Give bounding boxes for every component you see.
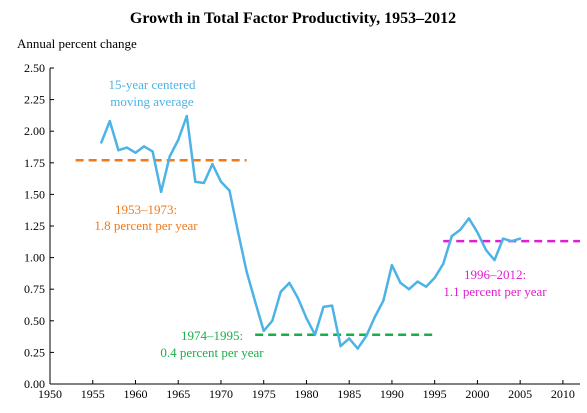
data-point: [125, 146, 129, 149]
data-point: [219, 180, 223, 183]
ref-label-1974-line2: 0.4 percent per year: [160, 345, 264, 360]
data-point: [442, 262, 445, 266]
x-tick-label: 1975: [252, 387, 276, 401]
x-tick-label: 1970: [209, 387, 233, 401]
x-tick-label: 1955: [81, 387, 105, 401]
data-point: [382, 299, 385, 302]
data-point: [339, 344, 342, 348]
ref-label-1996-line2: 1.1 percent per year: [443, 284, 547, 299]
x-tick-label: 1985: [337, 387, 361, 401]
x-tick-label: 1990: [380, 387, 404, 401]
data-point: [288, 281, 291, 285]
data-point: [407, 288, 411, 291]
y-tick-label: 1.50: [24, 187, 45, 201]
data-point: [151, 150, 154, 153]
y-tick-label: 2.50: [24, 61, 45, 75]
data-point: [493, 258, 496, 262]
data-point: [211, 162, 214, 166]
data-point: [117, 148, 120, 152]
x-tick-label: 1950: [38, 387, 62, 401]
data-point: [510, 239, 513, 243]
data-point: [313, 333, 317, 336]
x-tick-label: 1995: [423, 387, 447, 401]
reference-lines: [75, 159, 580, 336]
data-point: [185, 114, 188, 118]
data-point: [356, 347, 359, 350]
data-point: [236, 231, 240, 234]
ref-label-1953-line1: 1953–1973:: [115, 202, 177, 217]
data-point: [253, 300, 257, 304]
y-tick-label: 0.00: [24, 377, 45, 391]
x-tick-label: 2000: [465, 387, 489, 401]
y-tick-label: 0.50: [24, 314, 45, 328]
data-point: [262, 329, 265, 333]
data-point: [424, 285, 428, 288]
data-point: [330, 304, 334, 307]
data-point: [245, 270, 248, 273]
data-point: [100, 141, 103, 144]
data-point: [390, 263, 394, 267]
series-label-line1: 15-year centered: [109, 77, 196, 92]
ref-label-1974-line1: 1974–1995:: [181, 328, 243, 343]
y-tick-label: 2.25: [24, 93, 45, 107]
chart-title: Growth in Total Factor Productivity, 195…: [130, 10, 456, 27]
data-point: [202, 181, 206, 185]
data-point: [373, 315, 377, 319]
series-label-line2: moving average: [110, 94, 194, 109]
data-point: [433, 276, 436, 280]
x-tick-label: 1980: [294, 387, 318, 401]
y-tick-label: 1.00: [24, 251, 45, 265]
data-point: [271, 319, 274, 322]
y-tick-label: 1.75: [24, 156, 45, 170]
x-tick-label: 1965: [166, 387, 190, 401]
series-group: [100, 114, 522, 350]
data-point: [476, 231, 479, 234]
data-point: [450, 234, 453, 238]
x-tick-label: 2010: [551, 387, 575, 401]
y-axis-label: Annual percent change: [17, 36, 137, 51]
data-point: [108, 119, 112, 123]
data-point: [322, 305, 325, 309]
y-tick-label: 0.25: [24, 345, 45, 359]
ref-label-1953-line2: 1.8 percent per year: [94, 218, 198, 233]
series-line-0: [100, 114, 521, 350]
axes: 0.00 0.25 0.50 0.75 1.00 1.25 1.50 1.75 2.00 2.25…: [24, 61, 580, 401]
data-point: [416, 280, 419, 283]
y-tick-label: 0.75: [24, 282, 45, 296]
data-point: [518, 237, 522, 240]
data-point: [501, 237, 505, 240]
data-point: [467, 217, 471, 220]
data-point: [399, 281, 402, 285]
data-point: [279, 290, 283, 293]
data-point: [194, 180, 197, 183]
x-tick-label: 1960: [123, 387, 147, 401]
data-point: [177, 138, 180, 142]
data-point: [459, 228, 462, 231]
data-point: [168, 155, 171, 158]
data-point: [159, 190, 163, 194]
y-tick-label: 1.25: [24, 219, 45, 233]
data-point: [347, 337, 351, 340]
data-point: [134, 151, 137, 154]
data-point: [484, 248, 488, 252]
data-point: [296, 296, 300, 300]
data-point: [228, 189, 231, 192]
x-tick-label: 2005: [508, 387, 532, 401]
data-point: [305, 317, 308, 320]
data-point: [365, 334, 368, 338]
data-point: [142, 145, 146, 148]
ref-label-1996-line1: 1996–2012:: [464, 267, 526, 282]
y-tick-label: 2.00: [24, 124, 45, 138]
